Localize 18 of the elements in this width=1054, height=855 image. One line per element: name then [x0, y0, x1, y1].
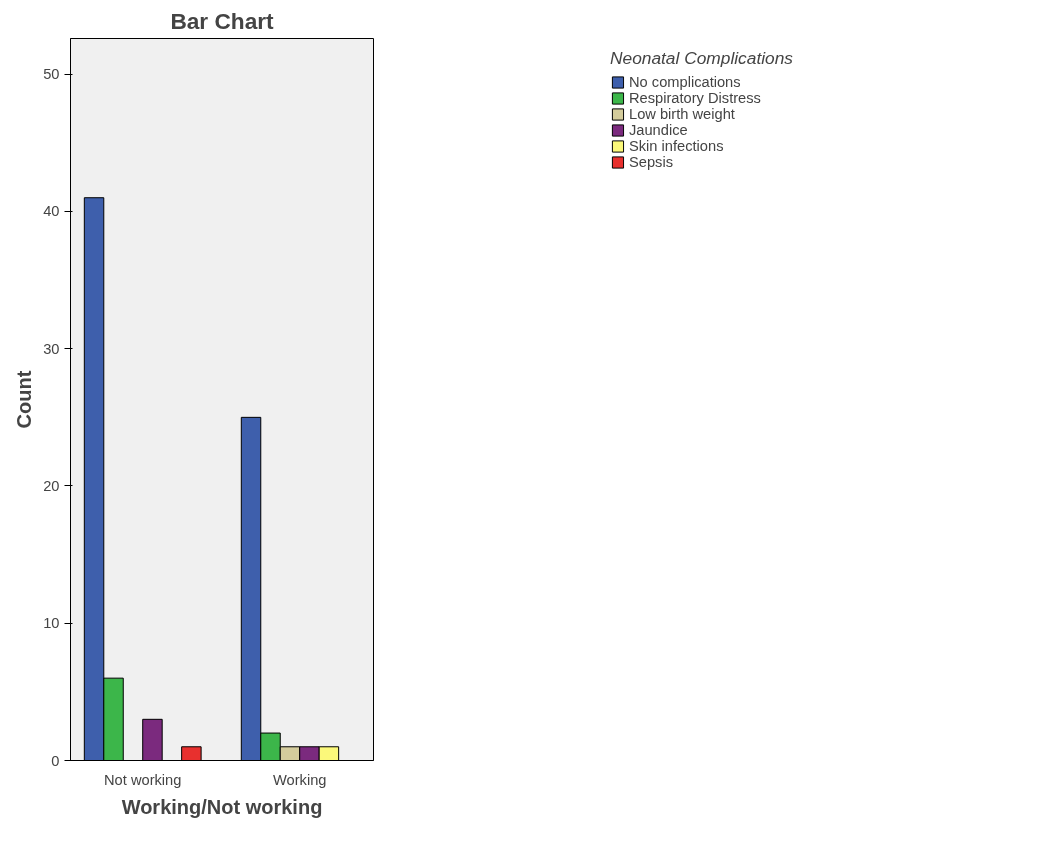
- legend-label: Sepsis: [628, 154, 673, 170]
- legend-label: Jaundice: [628, 122, 688, 138]
- x-tick-label: Working: [272, 771, 327, 788]
- y-tick-label: 30: [43, 340, 60, 357]
- legend-label: Skin infections: [628, 138, 724, 154]
- y-axis-title: Count: [13, 370, 36, 429]
- x-axis-title: Working/Not working: [121, 795, 323, 818]
- y-tick-label: 40: [43, 203, 60, 220]
- x-tick-label: Not working: [104, 771, 182, 788]
- y-tick-label: 0: [51, 752, 60, 769]
- legend-label: Low birth weight: [628, 106, 735, 122]
- legend-title: Neonatal Complications: [609, 48, 794, 69]
- chart-title: Bar Chart: [170, 7, 275, 34]
- legend-label: Respiratory Distress: [628, 90, 761, 106]
- y-tick-label: 10: [43, 615, 60, 632]
- y-tick-label: 20: [43, 477, 60, 494]
- y-tick-label: 50: [43, 66, 60, 83]
- legend-label: No complications: [628, 74, 741, 90]
